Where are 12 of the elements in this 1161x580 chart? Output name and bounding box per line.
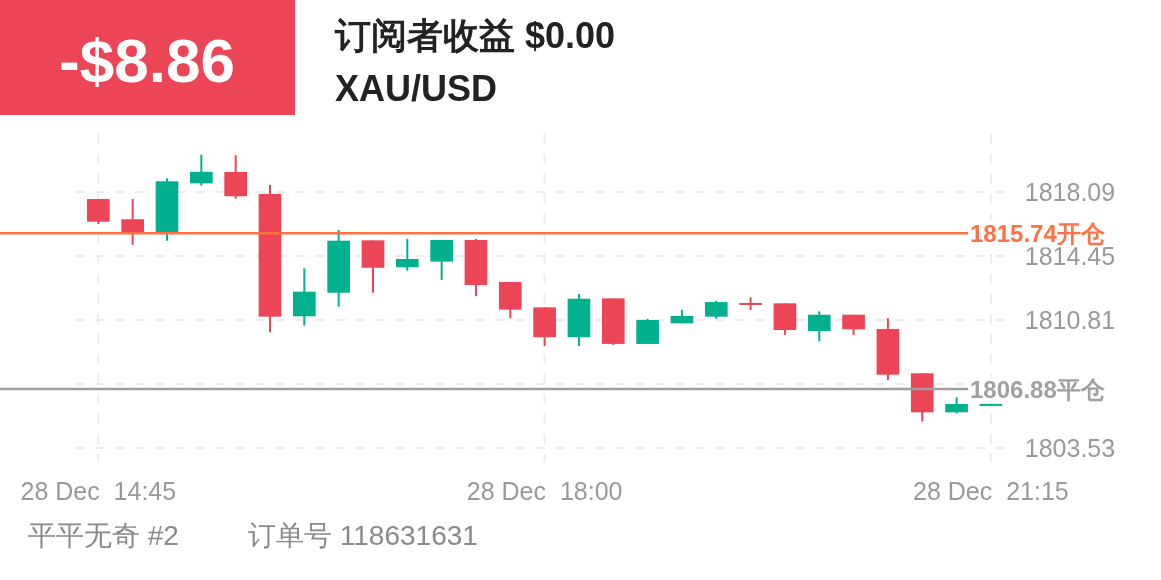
ref-line-label: 1806.88平仓 <box>970 376 1106 404</box>
ytick: 1818.09 <box>1024 178 1116 206</box>
xtick: 28 Dec 21:15 <box>913 477 1069 505</box>
title: 订阅者收益 $0.00 <box>335 15 616 56</box>
xtick: 28 Dec 18:00 <box>466 477 623 505</box>
annotation: -$8.86 <box>0 0 295 115</box>
annotation: 平平无奇 #2 <box>28 520 179 551</box>
ytick: 1810.81 <box>1024 306 1116 334</box>
ytick: 1803.53 <box>1024 434 1116 462</box>
xtick: 28 Dec 14:45 <box>20 477 177 505</box>
annotation: 订单号 118631631 <box>248 520 478 551</box>
subtitle: XAU/USD <box>335 68 498 109</box>
